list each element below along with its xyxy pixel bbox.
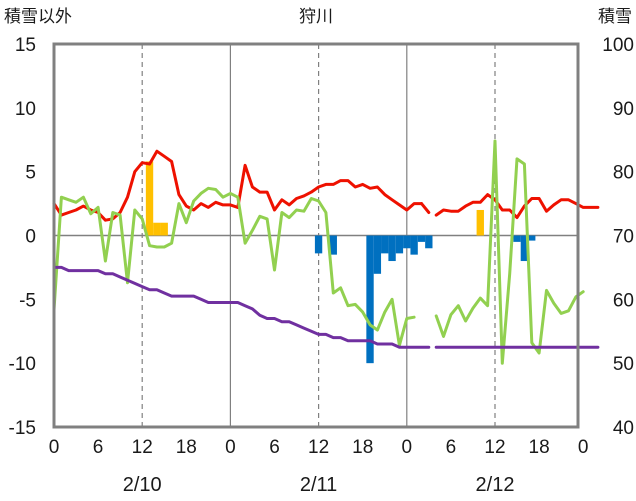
left-axis-ticks: 15 10 5 0 -5 -10 -15 bbox=[9, 35, 36, 439]
bar bbox=[160, 222, 168, 236]
left-tick-label: 10 bbox=[15, 99, 36, 120]
bar bbox=[528, 235, 536, 241]
x-tick-label: 12 bbox=[308, 437, 329, 458]
right-axis-ticks: 100 90 80 70 60 50 40 bbox=[602, 35, 634, 439]
plot-frame bbox=[52, 42, 580, 429]
x-tick-label: 18 bbox=[352, 437, 373, 458]
bar bbox=[476, 209, 484, 236]
series-line bbox=[420, 202, 431, 214]
bar bbox=[425, 235, 433, 249]
x-tick-label: 6 bbox=[93, 437, 104, 458]
date-labels: 2/10 2/11 2/12 bbox=[123, 474, 515, 496]
x-tick-label: 6 bbox=[269, 437, 280, 458]
bar bbox=[513, 235, 521, 242]
chart-title: 狩川 bbox=[299, 7, 333, 26]
right-tick-label: 70 bbox=[613, 227, 634, 248]
left-tick-label: 5 bbox=[25, 163, 36, 184]
bar bbox=[373, 235, 382, 274]
date-label: 2/10 bbox=[123, 474, 162, 496]
bar bbox=[403, 235, 411, 249]
bar bbox=[153, 222, 161, 236]
bar-series bbox=[145, 161, 536, 364]
left-axis-label: 積雪以外 bbox=[4, 7, 72, 26]
series-line bbox=[52, 186, 416, 347]
x-axis-ticks: 0 6 12 18 0 6 12 18 0 6 12 18 0 bbox=[49, 437, 589, 458]
left-tick-label: -10 bbox=[9, 354, 36, 375]
bar bbox=[381, 235, 389, 254]
left-tick-label: 15 bbox=[15, 35, 36, 56]
right-tick-label: 80 bbox=[613, 163, 634, 184]
right-tick-label: 100 bbox=[602, 35, 634, 56]
bar bbox=[395, 235, 404, 254]
bar bbox=[520, 235, 529, 262]
right-axis-label: 積雪 bbox=[598, 7, 632, 26]
x-tick-label: 18 bbox=[176, 437, 197, 458]
x-tick-label: 0 bbox=[402, 437, 413, 458]
x-tick-label: 12 bbox=[132, 437, 153, 458]
date-label: 2/12 bbox=[476, 474, 515, 496]
left-tick-label: -5 bbox=[19, 290, 36, 311]
bar bbox=[329, 235, 337, 255]
series-line bbox=[434, 139, 585, 365]
x-tick-label: 6 bbox=[446, 437, 457, 458]
right-tick-label: 60 bbox=[613, 290, 634, 311]
bar bbox=[145, 161, 154, 236]
series-line bbox=[52, 149, 240, 222]
right-tick-label: 40 bbox=[613, 418, 634, 439]
bar bbox=[366, 235, 374, 364]
series-line bbox=[52, 265, 431, 349]
right-tick-label: 50 bbox=[613, 354, 634, 375]
bar bbox=[388, 235, 396, 262]
line-series bbox=[52, 139, 600, 365]
x-tick-label: 0 bbox=[225, 437, 236, 458]
series-line bbox=[236, 163, 423, 212]
left-tick-label: -15 bbox=[9, 418, 36, 439]
left-tick-label: 0 bbox=[25, 227, 36, 248]
x-tick-label: 0 bbox=[578, 437, 589, 458]
x-tick-label: 0 bbox=[49, 437, 60, 458]
right-tick-label: 90 bbox=[613, 99, 634, 120]
bar bbox=[314, 235, 323, 254]
bar bbox=[410, 235, 418, 255]
bar bbox=[417, 235, 426, 242]
series-line bbox=[434, 193, 600, 220]
date-label: 2/11 bbox=[300, 474, 337, 496]
x-tick-label: 18 bbox=[529, 437, 550, 458]
x-tick-label: 12 bbox=[484, 437, 505, 458]
